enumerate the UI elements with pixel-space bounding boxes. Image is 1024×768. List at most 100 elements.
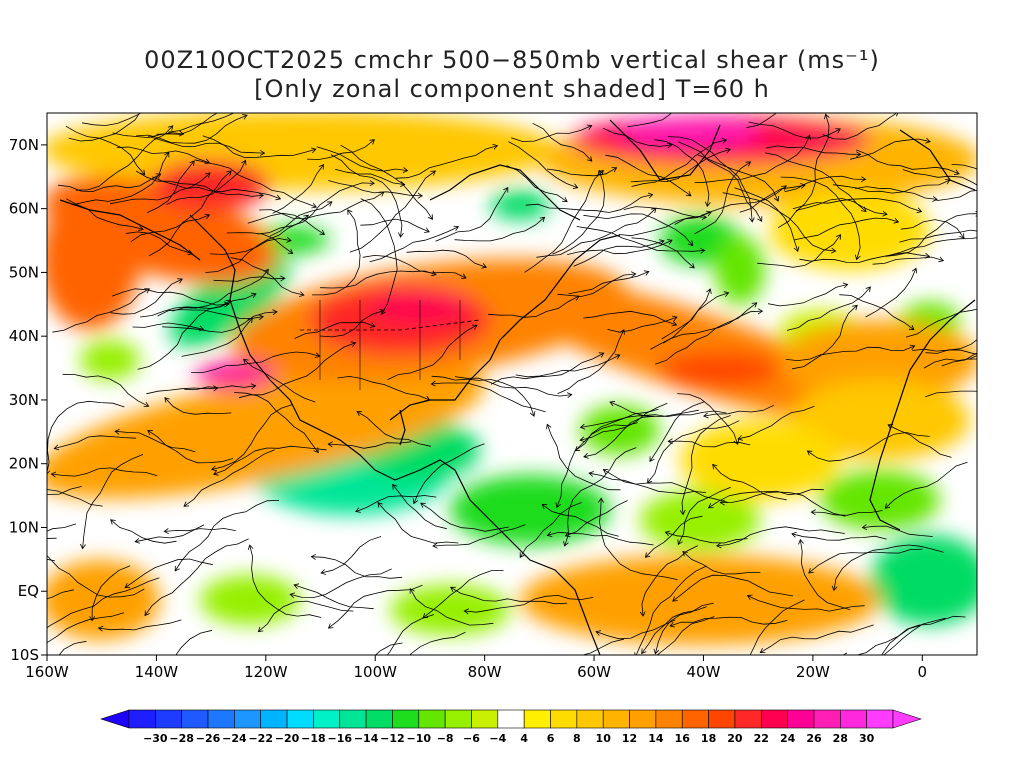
- shear-region: [715, 235, 765, 305]
- streamline-arrowhead: [757, 216, 763, 222]
- streamline: [532, 122, 593, 162]
- streamline: [140, 293, 257, 318]
- streamline: [213, 445, 327, 475]
- streamline: [580, 402, 668, 441]
- streamline: [923, 355, 977, 369]
- streamline: [337, 375, 430, 401]
- streamline: [194, 159, 317, 208]
- streamline-arrowhead: [677, 539, 683, 546]
- streamline-arrowhead: [258, 314, 264, 321]
- streamline: [581, 638, 624, 655]
- streamline-arrowhead: [908, 324, 915, 331]
- shear-region: [80, 340, 140, 380]
- streamline: [645, 515, 703, 558]
- streamline-arrowhead: [630, 271, 637, 278]
- streamline: [360, 218, 430, 233]
- colorbar-swatch: [207, 709, 235, 729]
- streamline-arrowhead: [842, 282, 849, 289]
- streamline: [362, 254, 467, 279]
- streamline: [316, 146, 408, 172]
- streamline: [854, 186, 938, 200]
- colorbar-level-label: 14: [648, 732, 664, 745]
- streamline: [386, 614, 435, 655]
- streamline-arrowhead: [287, 248, 294, 254]
- streamline: [573, 240, 665, 267]
- streamline: [464, 594, 594, 613]
- streamline-arrowhead: [369, 180, 375, 187]
- streamline: [661, 288, 711, 340]
- streamline: [249, 545, 322, 618]
- streamline-arrowhead: [831, 585, 838, 592]
- streamline-arrowhead: [738, 676, 743, 681]
- colorbar-swatch: [550, 709, 578, 729]
- streamline-arrowhead: [649, 456, 655, 463]
- streamline: [146, 387, 218, 395]
- streamline: [183, 449, 275, 507]
- streamline: [791, 305, 858, 370]
- streamline: [757, 234, 841, 268]
- streamline: [508, 141, 578, 189]
- streamline: [568, 271, 649, 295]
- lon-tick-label: 20W: [796, 663, 830, 681]
- streamline-arrowhead: [842, 652, 848, 655]
- lat-tick-label: 30N: [9, 391, 39, 409]
- colorbar-swatch: [576, 709, 604, 729]
- streamline-arrowhead: [1012, 196, 1017, 201]
- streamline: [885, 213, 977, 257]
- streamline-arrowhead: [213, 385, 219, 392]
- colorbar-level-label: −14: [354, 732, 379, 745]
- streamline: [662, 292, 729, 344]
- streamline-arrowhead: [651, 207, 657, 214]
- border-line: [300, 319, 481, 331]
- streamline: [259, 191, 385, 220]
- streamline: [589, 472, 707, 495]
- streamline-arrowhead: [164, 397, 170, 403]
- streamline: [75, 125, 173, 191]
- chart-title-line-1: 00Z10OCT2025 cmchr 500−850mb vertical sh…: [144, 46, 880, 74]
- colorbar-swatch: [629, 709, 657, 729]
- streamline: [627, 113, 673, 128]
- streamline: [850, 138, 931, 160]
- streamline: [678, 141, 763, 222]
- streamline: [135, 170, 264, 197]
- longitude-axis-labels: 160W 140W 120W 100W 80W 60W 40W 20W 0: [25, 655, 927, 681]
- streamline-arrowhead: [461, 273, 467, 279]
- streamline: [116, 146, 210, 164]
- streamline: [157, 309, 264, 319]
- streamline: [525, 194, 653, 213]
- shear-region: [660, 352, 780, 388]
- streamline-arrowhead: [430, 380, 436, 387]
- colorbar-swatch: [260, 709, 288, 729]
- streamline-arrowhead: [932, 196, 938, 202]
- streamline: [712, 464, 787, 501]
- streamline: [524, 170, 604, 273]
- streamline-arrowhead: [653, 648, 660, 655]
- streamline: [98, 619, 182, 631]
- lon-tick-label: 60W: [577, 663, 611, 681]
- streamline-arrowhead: [541, 503, 548, 510]
- streamline-arrowhead: [326, 201, 333, 207]
- streamline: [369, 226, 459, 263]
- colorbar-swatch: [392, 709, 420, 729]
- streamline: [47, 554, 145, 598]
- streamline: [450, 586, 568, 605]
- streamline: [649, 401, 705, 462]
- lon-tick-label: 100W: [354, 663, 398, 681]
- colorbar-swatch: [681, 709, 709, 729]
- streamline: [925, 349, 977, 355]
- streamline-arrowhead: [303, 214, 309, 221]
- streamline: [799, 252, 930, 263]
- streamline-arrowhead: [320, 569, 326, 575]
- streamline: [900, 219, 965, 239]
- streamline-arrowhead: [666, 142, 673, 149]
- streamline: [786, 286, 871, 331]
- streamline-arrowhead: [155, 173, 162, 179]
- streamline-arrowhead: [791, 531, 797, 538]
- streamline: [669, 616, 788, 627]
- streamline: [739, 184, 805, 213]
- streamline-arrowhead: [327, 441, 333, 448]
- streamline: [81, 113, 142, 126]
- colorbar-swatch: [339, 709, 367, 729]
- streamline-arrowhead: [773, 195, 780, 202]
- streamline-arrowhead: [409, 588, 415, 594]
